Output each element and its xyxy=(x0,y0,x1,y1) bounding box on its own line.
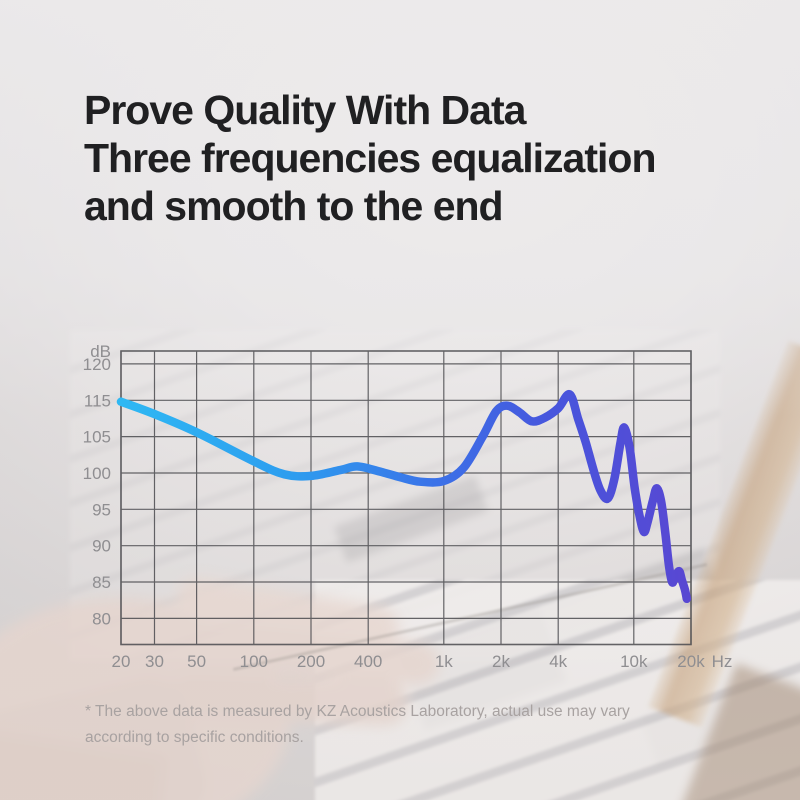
svg-text:200: 200 xyxy=(297,652,325,671)
y-axis-unit: dB xyxy=(90,342,111,361)
svg-text:1k: 1k xyxy=(435,652,453,671)
svg-text:10k: 10k xyxy=(620,652,648,671)
svg-text:4k: 4k xyxy=(549,652,567,671)
svg-text:30: 30 xyxy=(145,652,164,671)
svg-text:95: 95 xyxy=(92,500,111,519)
svg-text:2k: 2k xyxy=(492,652,510,671)
svg-text:90: 90 xyxy=(92,537,111,556)
disclaimer: * The above data is measured by KZ Acous… xyxy=(85,699,630,750)
headline-line-3: and smooth to the end xyxy=(84,183,504,229)
svg-text:100: 100 xyxy=(240,652,268,671)
svg-text:20: 20 xyxy=(112,652,131,671)
frequency-response-curve xyxy=(116,390,692,604)
svg-text:105: 105 xyxy=(83,428,111,447)
svg-text:100: 100 xyxy=(83,464,111,483)
headline-line-1: Prove Quality With Data xyxy=(84,87,526,133)
svg-text:50: 50 xyxy=(187,652,206,671)
headline: Prove Quality With Data Three frequencie… xyxy=(84,86,656,230)
svg-text:115: 115 xyxy=(84,391,111,410)
disclaimer-line-1: * The above data is measured by KZ Acous… xyxy=(85,703,630,720)
disclaimer-line-2: according to specific conditions. xyxy=(85,728,304,746)
svg-text:80: 80 xyxy=(92,609,111,628)
svg-text:400: 400 xyxy=(354,652,382,671)
headline-line-2: Three frequencies equalization xyxy=(84,135,656,181)
svg-text:85: 85 xyxy=(92,573,111,592)
x-axis-unit: Hz xyxy=(712,652,733,671)
svg-text:120: 120 xyxy=(83,355,111,374)
svg-text:20k: 20k xyxy=(677,652,705,671)
